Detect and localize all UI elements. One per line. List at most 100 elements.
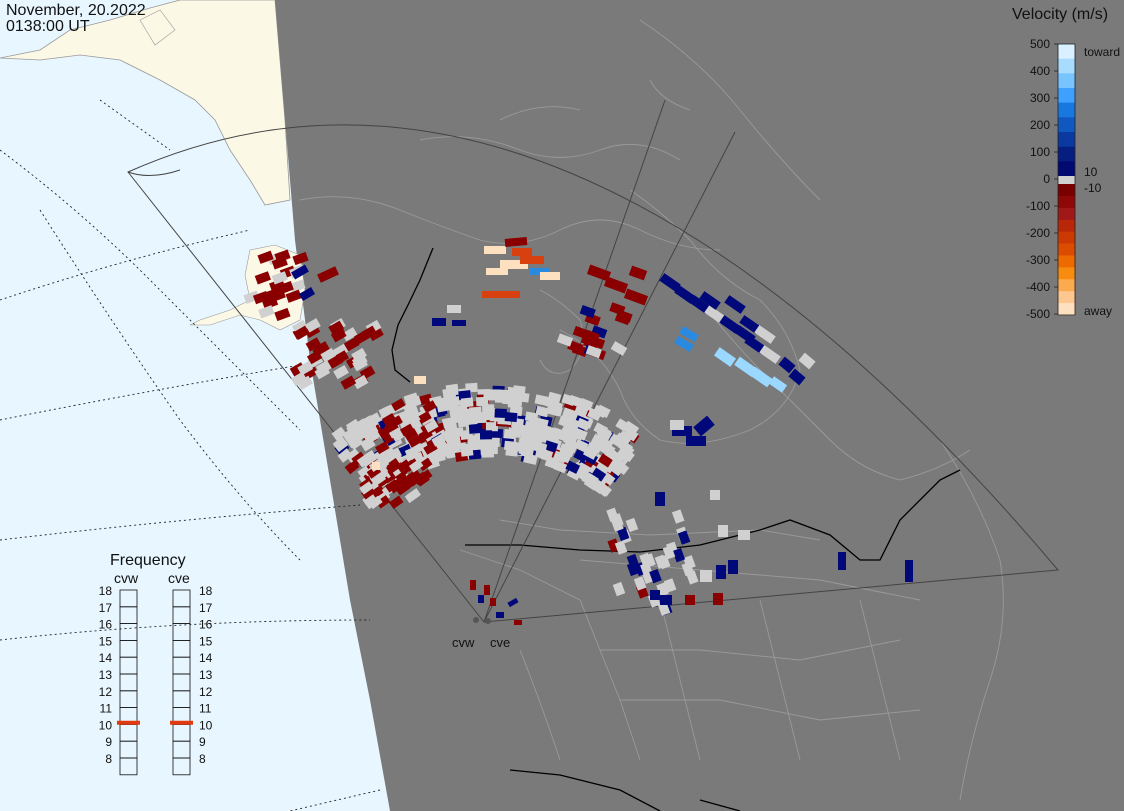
colorbar-away-label: away — [1084, 304, 1112, 318]
velocity-cell — [565, 460, 581, 474]
velocity-cell — [351, 451, 367, 467]
velocity-cell — [662, 545, 676, 560]
frequency-radar-label-cve: cve — [168, 570, 190, 586]
velocity-cell — [423, 441, 438, 455]
velocity-cell — [617, 430, 633, 445]
velocity-cell — [484, 246, 506, 254]
velocity-cell — [469, 406, 482, 417]
velocity-cell — [479, 430, 493, 440]
velocity-cell — [346, 434, 362, 449]
velocity-cell — [754, 325, 776, 344]
velocity-cell — [670, 420, 684, 430]
velocity-cell — [305, 337, 322, 352]
frequency-scale-label: 8 — [105, 752, 112, 766]
velocity-cell — [612, 581, 626, 597]
colorbar-tick-label: -300 — [1026, 253, 1050, 267]
velocity-cell — [522, 425, 536, 437]
velocity-cell — [352, 357, 368, 372]
velocity-cell — [672, 547, 686, 563]
colorbar-tick-label: 500 — [1030, 37, 1050, 51]
velocity-cell — [609, 433, 625, 448]
velocity-cell — [838, 552, 846, 570]
velocity-cell — [685, 595, 695, 605]
frequency-scale-label: 11 — [199, 702, 212, 716]
velocity-cell — [768, 376, 788, 393]
header-time: 0138:00 UT — [6, 18, 90, 35]
coastlines — [299, 19, 1004, 801]
velocity-cell — [500, 260, 528, 269]
velocity-cell — [376, 495, 391, 509]
velocity-cell — [617, 446, 633, 461]
velocity-cell — [271, 256, 288, 270]
colorbar-swatch — [1058, 117, 1075, 133]
island-shape — [139, 9, 176, 46]
velocity-colorbar: 500 400 300 200 100 0 -100 -200 -300 -400 -500 tow… — [1026, 37, 1120, 321]
colorbar-inner-label-negative: -10 — [1084, 181, 1102, 195]
velocity-cell — [375, 441, 390, 455]
colorbar-swatch — [1058, 184, 1075, 197]
radar-site-cvw-marker — [473, 617, 479, 623]
velocity-cell — [699, 291, 721, 310]
velocity-cell — [596, 482, 612, 497]
velocity-cell — [381, 412, 397, 426]
velocity-cell — [516, 392, 530, 403]
velocity-cell — [693, 415, 715, 437]
velocity-cell — [432, 318, 446, 326]
country-borders — [391, 247, 961, 811]
velocity-cell — [610, 341, 628, 356]
velocity-cell — [576, 417, 591, 431]
colorbar-title: Velocity (m/s) — [1012, 6, 1109, 23]
velocity-cell — [468, 424, 482, 434]
colorbar-swatch — [1058, 291, 1075, 304]
velocity-cell — [331, 426, 347, 441]
velocity-cell — [406, 412, 421, 426]
velocity-cell — [654, 554, 668, 569]
velocity-cell — [686, 436, 706, 446]
velocity-cell — [626, 561, 640, 577]
velocity-cell — [623, 427, 639, 442]
velocity-cell — [353, 330, 370, 345]
velocity-cell — [674, 336, 694, 352]
velocity-cell — [264, 287, 281, 302]
velocity-cell — [582, 446, 598, 460]
velocity-cell — [482, 404, 495, 414]
velocity-cell — [533, 441, 548, 454]
colorbar-swatch — [1058, 195, 1075, 209]
velocity-cell — [317, 266, 339, 283]
colorbar-swatch — [1058, 44, 1075, 60]
colorbar-swatch — [1058, 161, 1075, 177]
velocity-cell — [615, 418, 631, 433]
velocity-cell — [540, 272, 560, 280]
colorbar-tick-label: -400 — [1026, 280, 1050, 294]
frequency-scale-label: 12 — [199, 685, 213, 699]
velocity-cell — [552, 450, 568, 464]
velocity-cell — [356, 453, 372, 468]
velocity-cell — [452, 320, 466, 326]
colorbar-swatch — [1058, 255, 1075, 268]
velocity-cell — [649, 568, 662, 584]
velocity-cell — [330, 328, 347, 343]
velocity-cell — [650, 590, 660, 600]
velocity-cell — [442, 388, 457, 400]
velocity-cell — [520, 256, 544, 264]
velocity-cell — [414, 376, 426, 384]
frequency-scale-label: 17 — [199, 601, 213, 615]
colorbar-swatch — [1058, 231, 1075, 245]
colorbar-tick-label: 200 — [1030, 118, 1050, 132]
velocity-cell — [333, 437, 349, 453]
velocity-cell — [257, 250, 274, 264]
velocity-cell — [689, 295, 711, 314]
velocity-cell — [573, 405, 589, 418]
colorbar-swatch — [1058, 73, 1075, 89]
velocity-cell — [483, 391, 496, 401]
frequency-scale-label: 10 — [199, 718, 213, 732]
velocity-cell — [507, 597, 519, 608]
velocity-cell — [482, 291, 520, 298]
velocity-cell — [674, 285, 696, 304]
colorbar-swatch — [1058, 58, 1075, 74]
velocity-cell — [713, 593, 723, 605]
velocity-cell — [579, 304, 596, 319]
velocity-cell — [759, 345, 781, 364]
radar-label-cve: cve — [490, 635, 510, 650]
velocity-cell — [343, 337, 360, 352]
